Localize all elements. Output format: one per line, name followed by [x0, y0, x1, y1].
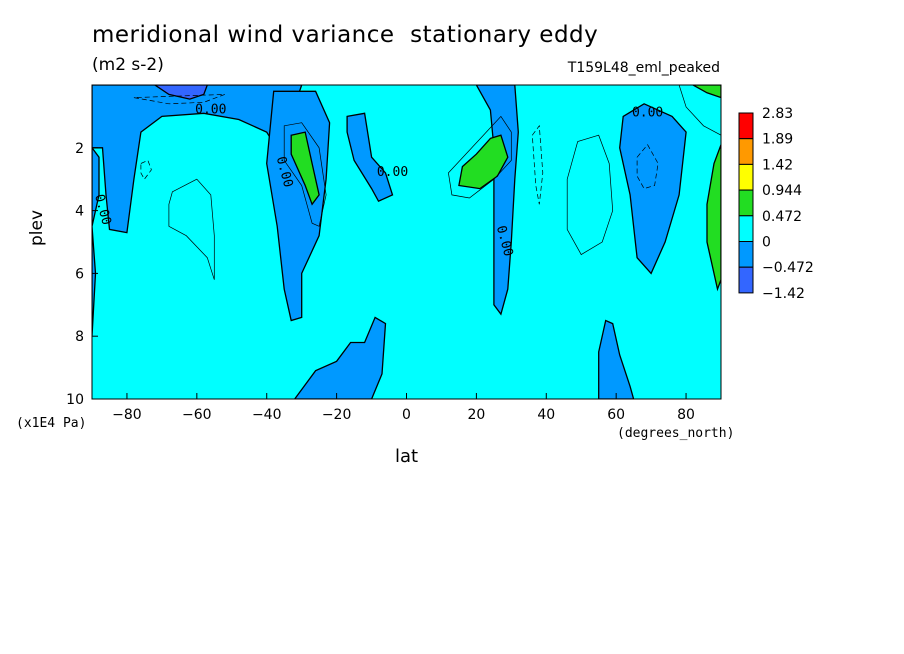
x-tick-label-8: 80 — [677, 407, 695, 423]
contour-line-0 — [168, 178, 215, 280]
contour-region-pos-11 — [691, 85, 721, 99]
contour-region-neg-5 — [619, 103, 687, 275]
contour-label-2: 0.00 — [377, 165, 408, 180]
contour-line-4 — [531, 124, 544, 205]
contour-region-neg-6 — [293, 316, 387, 399]
chart-title: meridional wind variance stationary eddy — [92, 22, 599, 48]
colorbar-swatch-6 — [738, 266, 754, 294]
colorbar-swatch-0 — [738, 112, 754, 140]
contour-region-pos-12 — [706, 144, 721, 292]
contour-region-neg-1 — [92, 146, 100, 337]
colorbar-level-3: 0.944 — [762, 183, 802, 199]
colorbar-level-4: 0.472 — [762, 209, 802, 225]
colorbar-level-7: −1.42 — [762, 286, 805, 302]
chart-units: (m2 s-2) — [92, 55, 164, 75]
colorbar-level-0: 2.83 — [762, 106, 793, 122]
x-tick-label-6: 40 — [537, 407, 555, 423]
contour-region-neg-7 — [598, 319, 635, 399]
contour-line-7 — [678, 85, 721, 136]
x-tick-label-7: 60 — [607, 407, 625, 423]
colorbar-level-5: 0 — [762, 235, 771, 251]
x-axis-units: (degrees_north) — [617, 426, 735, 441]
contour-region-neg-2 — [266, 90, 331, 322]
colorbar-swatch-4 — [738, 215, 754, 243]
contour-line-8 — [133, 94, 225, 105]
colorbar-level-2: 1.42 — [762, 157, 793, 173]
x-tick-label-3: −20 — [322, 407, 352, 423]
x-tick-label-5: 20 — [467, 407, 485, 423]
contour-line-6 — [636, 144, 659, 190]
contour-label-4: 0.00 — [632, 105, 663, 120]
y-tick-label-0: 2 — [75, 141, 84, 157]
contour-label-0: 0.00 — [195, 102, 226, 117]
colorbar-swatch-5 — [738, 241, 754, 268]
run-label: T159L48_eml_peaked — [567, 60, 720, 76]
x-tick-label-0: −80 — [112, 407, 142, 423]
x-tick-label-1: −60 — [182, 407, 212, 423]
colorbar-level-1: 1.89 — [762, 132, 793, 148]
colorbar-swatch-1 — [738, 138, 754, 165]
contour-line-2 — [283, 122, 327, 227]
contour-region-pos-10 — [458, 134, 509, 190]
contour-region-neg-3 — [346, 112, 394, 203]
y-axis-scale-label: (x1E4 Pa) — [16, 416, 87, 431]
colorbar-swatch-3 — [738, 189, 754, 217]
contour-region-pos-9 — [290, 131, 320, 206]
y-tick-label-2: 6 — [75, 266, 84, 282]
colorbar-swatch-2 — [738, 163, 754, 191]
y-tick-label-4: 10 — [66, 392, 84, 408]
x-axis-label: lat — [395, 446, 419, 467]
y-tick-label-1: 4 — [75, 204, 84, 220]
y-tick-label-3: 8 — [75, 329, 84, 345]
x-tick-label-2: −40 — [252, 407, 282, 423]
contour-line-5 — [566, 134, 614, 256]
x-tick-label-4: 0 — [402, 407, 411, 423]
contour-line-3 — [448, 115, 512, 199]
colorbar-level-6: −0.472 — [762, 260, 814, 276]
